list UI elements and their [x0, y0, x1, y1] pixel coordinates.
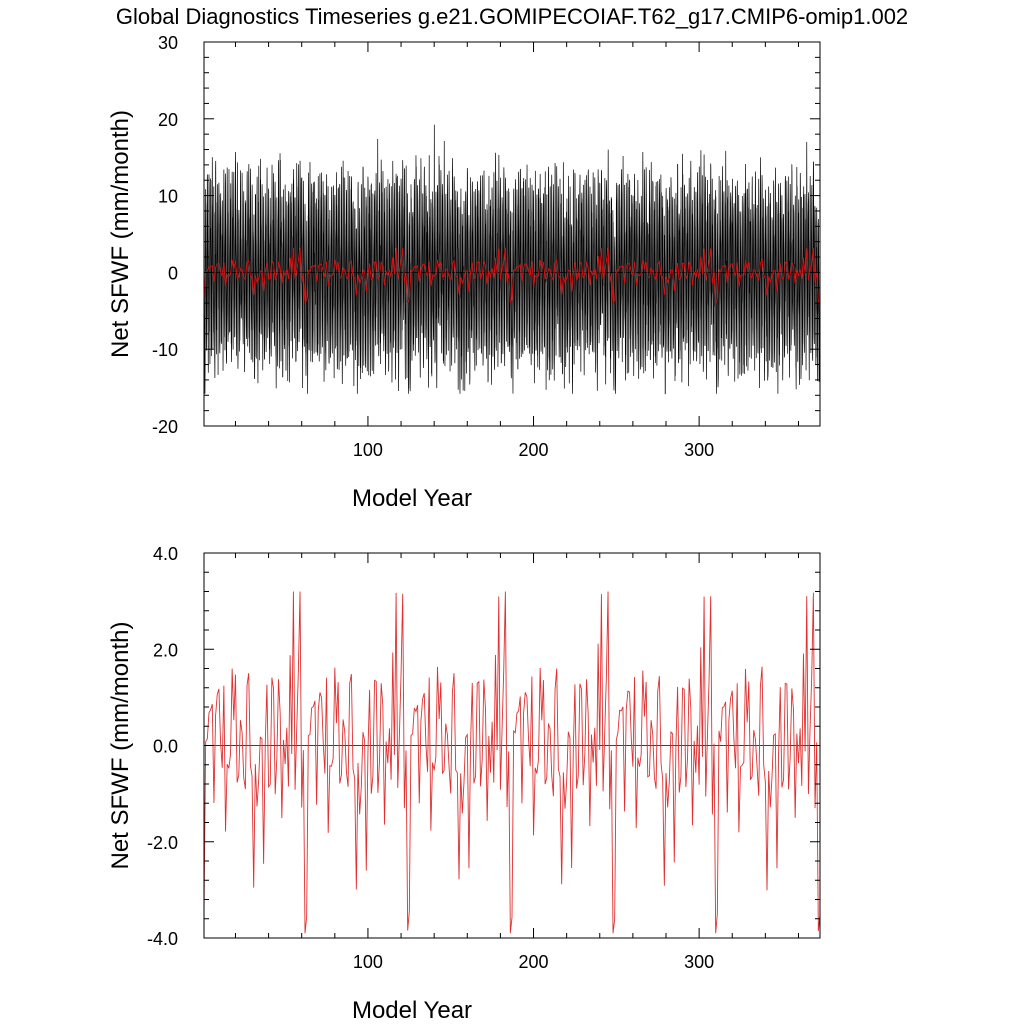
series-line-1	[204, 247, 820, 305]
y-tick-label: 10	[158, 187, 178, 207]
x-tick-label: 200	[519, 952, 549, 972]
y-tick-label: 4.0	[153, 544, 178, 564]
y-tick-label: 20	[158, 110, 178, 130]
bottom-panel: 100 200 300 -4.0 -2.0 0.0 2.0 4.0 Model Year Net …	[107, 544, 821, 1024]
x-tick-label: 100	[353, 952, 383, 972]
series-line-0	[204, 124, 820, 395]
y-tick-label: -10	[152, 340, 178, 360]
x-tick-label: 200	[519, 440, 549, 460]
plot-frame	[203, 41, 821, 427]
y-tick-label: 2.0	[153, 640, 178, 660]
x-axis-label: Model Year	[352, 485, 472, 512]
y-tick-label: -20	[152, 417, 178, 437]
y-tick-label: 0	[168, 263, 178, 283]
y-axis-label: Net SFWF (mm/month)	[107, 110, 134, 358]
y-tick-label: 30	[158, 33, 178, 53]
x-tick-label: 300	[684, 440, 714, 460]
x-tick-label: 300	[684, 952, 714, 972]
y-tick-label: -4.0	[147, 929, 178, 949]
x-tick-label: 100	[353, 440, 383, 460]
y-tick-label: 0.0	[153, 737, 178, 757]
figure-title: Global Diagnostics Timeseries g.e21.GOMI…	[116, 4, 908, 29]
series-line-0	[204, 591, 820, 934]
y-axis-label: Net SFWF (mm/month)	[107, 621, 134, 869]
x-axis-label: Model Year	[352, 997, 472, 1024]
y-tick-label: -2.0	[147, 833, 178, 853]
top-panel: 100 200 300 -20 -10 0 10 20 30 Model Year Net SFWF…	[107, 33, 821, 512]
